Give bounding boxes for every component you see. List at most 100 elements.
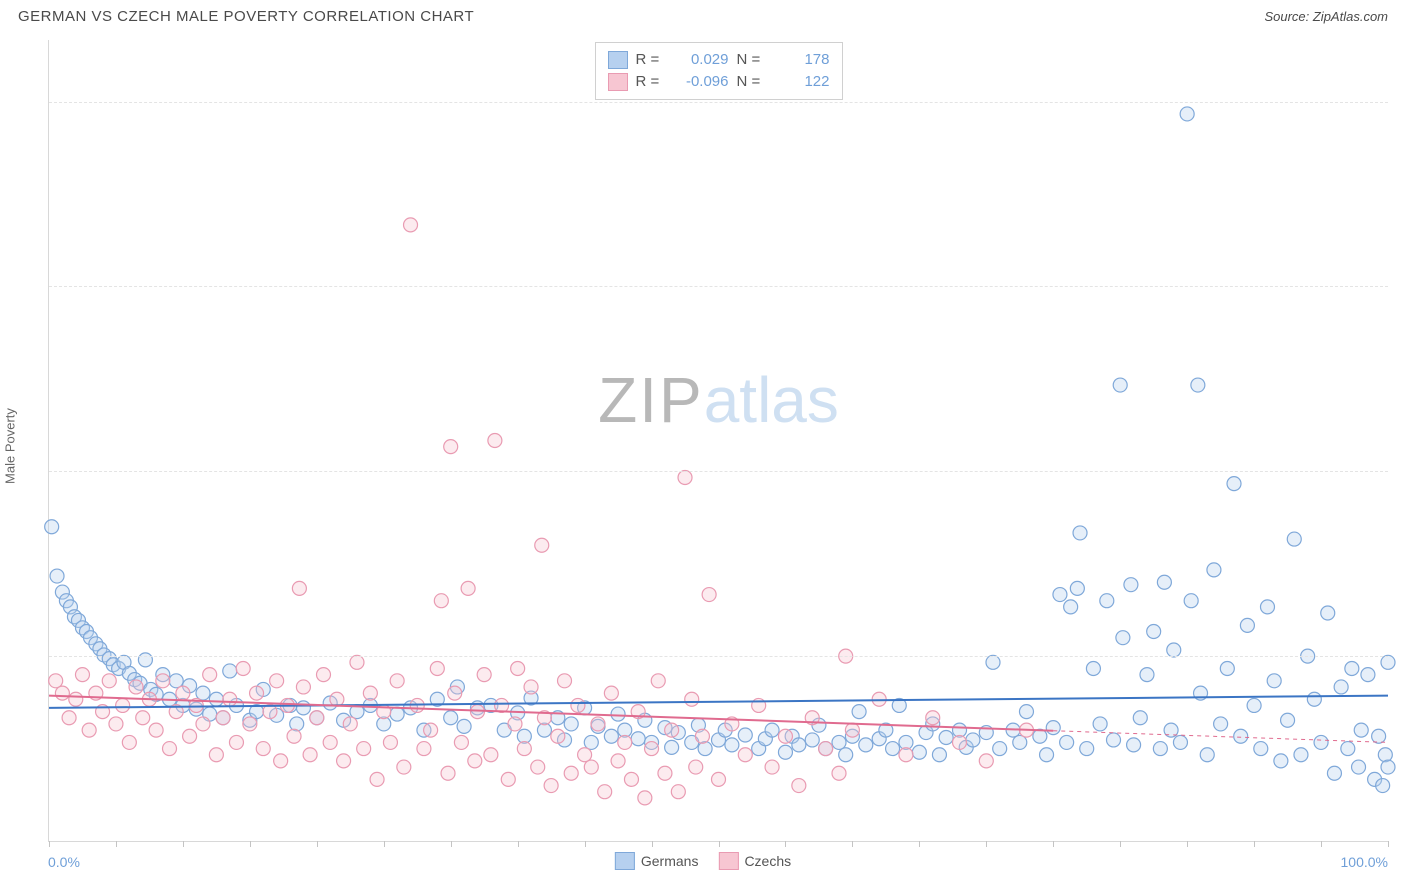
data-point <box>665 723 679 737</box>
data-point <box>1040 748 1054 762</box>
data-point <box>62 711 76 725</box>
data-point <box>1376 779 1390 793</box>
data-point <box>69 692 83 706</box>
data-point <box>49 674 63 688</box>
data-point <box>604 729 618 743</box>
data-point <box>1173 735 1187 749</box>
data-point <box>1124 578 1138 592</box>
data-point <box>591 717 605 731</box>
x-tick <box>785 841 786 847</box>
data-point <box>665 740 679 754</box>
data-point <box>1157 575 1171 589</box>
data-point <box>1220 661 1234 675</box>
stat-label-n: N = <box>737 49 767 71</box>
data-point <box>343 717 357 731</box>
data-point <box>689 760 703 774</box>
source-label: Source: ZipAtlas.com <box>1264 9 1388 24</box>
legend-stats-row-germans: R = 0.029 N = 178 <box>608 49 830 71</box>
data-point <box>383 735 397 749</box>
data-point <box>1107 733 1121 747</box>
data-point <box>457 719 471 733</box>
legend-label-czechs: Czechs <box>744 853 791 869</box>
data-point <box>223 664 237 678</box>
data-point <box>598 785 612 799</box>
data-point <box>196 686 210 700</box>
data-point <box>1234 729 1248 743</box>
data-point <box>484 748 498 762</box>
stat-value-r-germans: 0.029 <box>674 49 729 71</box>
data-point <box>645 742 659 756</box>
data-point <box>236 661 250 675</box>
data-point <box>939 730 953 744</box>
data-point <box>1314 735 1328 749</box>
data-point <box>1327 766 1341 780</box>
data-point <box>852 705 866 719</box>
legend-stats-box: R = 0.029 N = 178 R = -0.096 N = 122 <box>595 42 843 100</box>
data-point <box>1200 748 1214 762</box>
x-tick <box>317 841 318 847</box>
x-tick <box>852 841 853 847</box>
x-tick <box>652 841 653 847</box>
data-point <box>45 520 59 534</box>
legend-bottom: Germans Czechs <box>615 852 791 870</box>
gridline <box>49 656 1388 657</box>
chart-plot-area: ZIPatlas R = 0.029 N = 178 R = -0.096 N … <box>48 40 1388 842</box>
data-point <box>792 779 806 793</box>
data-point <box>337 754 351 768</box>
data-point <box>1260 600 1274 614</box>
data-point <box>350 655 364 669</box>
y-axis-title: Male Poverty <box>3 408 18 484</box>
x-min-label: 0.0% <box>48 854 80 870</box>
data-point <box>1184 594 1198 608</box>
x-tick <box>1388 841 1389 847</box>
data-point <box>129 680 143 694</box>
data-point <box>778 745 792 759</box>
data-point <box>778 729 792 743</box>
legend-item-czechs: Czechs <box>718 852 791 870</box>
data-point <box>223 692 237 706</box>
legend-item-germans: Germans <box>615 852 699 870</box>
data-point <box>1100 594 1114 608</box>
data-point <box>1247 698 1261 712</box>
data-point <box>1013 735 1027 749</box>
gridline <box>49 102 1388 103</box>
x-tick <box>1254 841 1255 847</box>
data-point <box>1116 631 1130 645</box>
data-point <box>738 748 752 762</box>
x-tick <box>719 841 720 847</box>
data-point <box>631 732 645 746</box>
data-point <box>149 723 163 737</box>
data-point <box>444 711 458 725</box>
y-tick-label: 15.0% <box>1393 648 1406 664</box>
data-point <box>725 738 739 752</box>
data-point <box>926 711 940 725</box>
data-point <box>216 711 230 725</box>
data-point <box>1334 680 1348 694</box>
data-point <box>209 692 223 706</box>
data-point <box>953 735 967 749</box>
trend-line-dashed <box>1053 731 1388 743</box>
data-point <box>323 735 337 749</box>
data-point <box>531 760 545 774</box>
data-point <box>765 760 779 774</box>
scatter-svg <box>49 40 1388 841</box>
data-point <box>578 748 592 762</box>
x-tick <box>919 841 920 847</box>
data-point <box>611 754 625 768</box>
data-point <box>695 729 709 743</box>
x-tick <box>1053 841 1054 847</box>
data-point <box>477 668 491 682</box>
data-point <box>1214 717 1228 731</box>
swatch-germans-icon <box>608 51 628 69</box>
stat-label-r: R = <box>636 49 666 71</box>
data-point <box>390 707 404 721</box>
data-point <box>1207 563 1221 577</box>
data-point <box>270 674 284 688</box>
stat-value-n-czechs: 122 <box>775 71 830 93</box>
data-point <box>1240 618 1254 632</box>
gridline <box>49 471 1388 472</box>
y-tick-label: 30.0% <box>1393 463 1406 479</box>
x-tick <box>1187 841 1188 847</box>
data-point <box>1354 723 1368 737</box>
data-point <box>163 742 177 756</box>
